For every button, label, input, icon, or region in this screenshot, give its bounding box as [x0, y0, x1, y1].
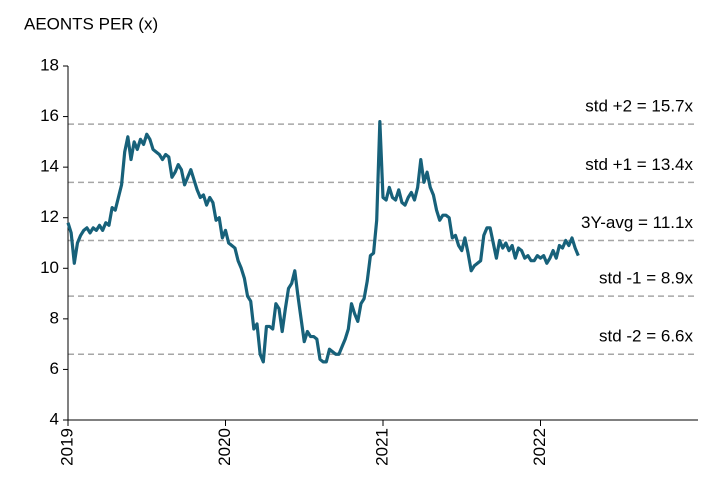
data-line: [66, 120, 580, 364]
reference-label: std +1 = 13.4x: [585, 155, 693, 174]
reference-label: std -2 = 6.6x: [599, 327, 694, 346]
y-tick-label: 4: [50, 409, 59, 428]
x-tick-label: 2020: [215, 428, 234, 466]
x-tick-label: 2021: [372, 428, 391, 466]
y-tick-label: 6: [50, 359, 59, 378]
reference-label: std +2 = 15.7x: [585, 97, 693, 116]
y-tick-label: 14: [40, 157, 59, 176]
y-tick-label: 18: [40, 55, 59, 74]
y-tick-label: 16: [40, 106, 59, 125]
x-tick-label: 2019: [57, 428, 76, 466]
y-tick-label: 8: [50, 308, 59, 327]
reference-label: 3Y-avg = 11.1x: [581, 213, 694, 232]
reference-label: std -1 = 8.9x: [599, 269, 694, 288]
y-tick-label: 12: [40, 207, 59, 226]
y-tick-label: 10: [40, 258, 59, 277]
chart-title: AEONTS PER (x): [24, 14, 158, 33]
x-tick-label: 2022: [530, 428, 549, 466]
